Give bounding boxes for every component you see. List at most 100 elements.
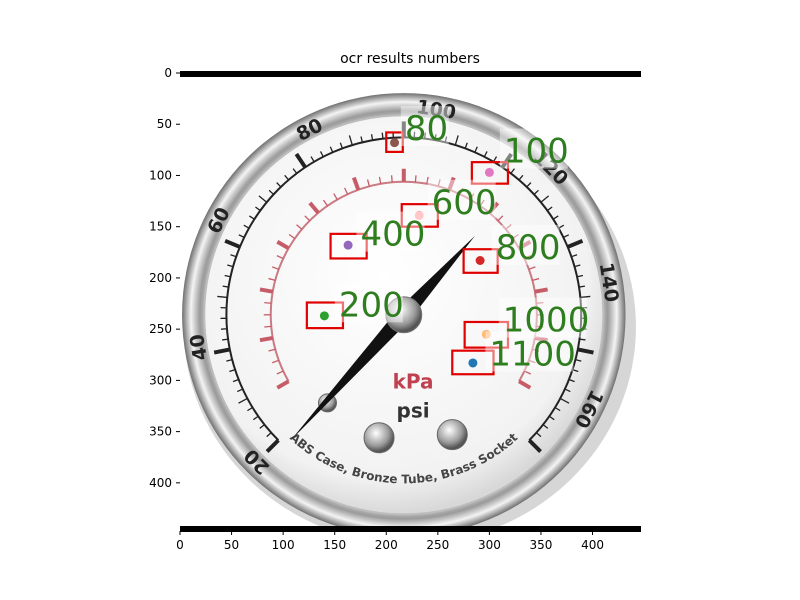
psi-tick (444, 136, 448, 143)
kpa-tick (259, 335, 274, 343)
psi-tick (535, 432, 542, 438)
kpa-tick (259, 287, 274, 294)
ocr-label: 100 (504, 132, 569, 172)
psi-tick (258, 195, 268, 203)
x-tick-label: 100 (272, 538, 295, 552)
psi-tick (548, 415, 555, 421)
psi-tick (329, 146, 334, 153)
kpa-tick (344, 187, 349, 195)
psi-tick (558, 224, 565, 229)
y-tick-label: 250 (149, 322, 172, 336)
kpa-tick (534, 335, 548, 343)
kpa-tick (459, 187, 464, 195)
kpa-tick (296, 224, 303, 230)
unit-kpa: kPa (393, 370, 434, 394)
chart-title: ocr results numbers (340, 51, 480, 67)
ocr-label-bg (498, 297, 587, 338)
ocr-box (400, 203, 439, 228)
psi-tick (527, 438, 542, 453)
psi-tick (381, 132, 384, 139)
unit-psi: psi (397, 398, 430, 422)
kpa-tick (308, 201, 320, 215)
psi-tick (492, 156, 498, 163)
psi-tick (265, 438, 280, 453)
gauge-bolt (363, 422, 395, 454)
x-tick-label: 0 (176, 538, 184, 552)
psi-tick (533, 189, 539, 195)
kpa-tick (518, 379, 532, 390)
psi-tick (571, 254, 578, 258)
psi-tick (474, 146, 478, 153)
psi-tick (252, 415, 259, 421)
psi-tick (238, 234, 245, 238)
kpa-tick (534, 287, 548, 294)
kpa-tick (390, 175, 393, 183)
psi-tick (213, 347, 231, 355)
psi-tick (232, 378, 239, 383)
ocr-box (463, 320, 510, 349)
psi-tick (248, 215, 255, 220)
psi-tick (572, 369, 579, 373)
ocr-label-bg (427, 179, 496, 220)
y-tick-label: 50 (157, 117, 172, 131)
kpa-tick (536, 325, 544, 328)
ocr-center-point (484, 167, 494, 177)
kpa-tick (414, 175, 417, 183)
psi-tick (559, 397, 570, 404)
ocr-label: 800 (496, 228, 561, 268)
x-tick-label: 50 (224, 538, 239, 552)
needle-hub (385, 296, 423, 334)
psi-tick (226, 358, 233, 362)
psi-tick (540, 195, 550, 203)
psi-tick (579, 338, 586, 341)
psi-tick (255, 206, 261, 212)
ocr-label: 400 (360, 215, 425, 255)
kpa-tick (271, 266, 280, 270)
psi-tick (227, 264, 234, 268)
y-tick-label: 400 (149, 476, 172, 490)
psi-tick (576, 274, 584, 278)
psi-tick (568, 378, 575, 383)
gauge-bolt (436, 419, 468, 451)
y-tick-label: 350 (149, 425, 172, 439)
kpa-tick (322, 199, 329, 207)
kpa-tick (378, 176, 382, 184)
ocr-box (305, 301, 345, 330)
ocr-box (451, 349, 495, 376)
psi-tick (578, 285, 586, 288)
ocr-label-bg (334, 282, 403, 323)
ocr-center-point (319, 311, 329, 321)
psi-tick (360, 136, 364, 143)
y-tick-label: 0 (164, 66, 172, 80)
x-tick-label: 150 (323, 538, 346, 552)
psi-tick (292, 168, 298, 174)
y-tick-label: 150 (149, 220, 172, 234)
kpa-tick (268, 277, 276, 282)
psi-tick (518, 174, 524, 181)
psi-tick (546, 206, 553, 212)
psi-tick (577, 347, 594, 355)
psi-tick (310, 156, 315, 163)
psi-tick (564, 388, 571, 393)
psi-tick (348, 135, 353, 146)
psi-tick (319, 151, 324, 158)
ocr-label: 80 (405, 109, 448, 149)
kpa-tick (271, 359, 280, 364)
x-tick-label: 350 (530, 538, 553, 552)
kpa-tick (518, 240, 532, 251)
ocr-label-bg (356, 211, 425, 252)
psi-tick (294, 152, 307, 169)
psi-tick (217, 295, 228, 299)
psi-tick (224, 274, 231, 278)
axes: 0 50 100 150 200 250 300 350 400 0 50 100 150 200 250 3… (149, 66, 604, 552)
psi-tick (563, 234, 570, 238)
psi-tick (339, 142, 344, 149)
kpa-tick (276, 240, 290, 251)
psi-tick (276, 182, 282, 188)
psi-tick (526, 182, 532, 188)
kpa-tick (426, 176, 429, 184)
kpa-tick (528, 266, 536, 270)
y-tick-label: 300 (149, 373, 172, 387)
